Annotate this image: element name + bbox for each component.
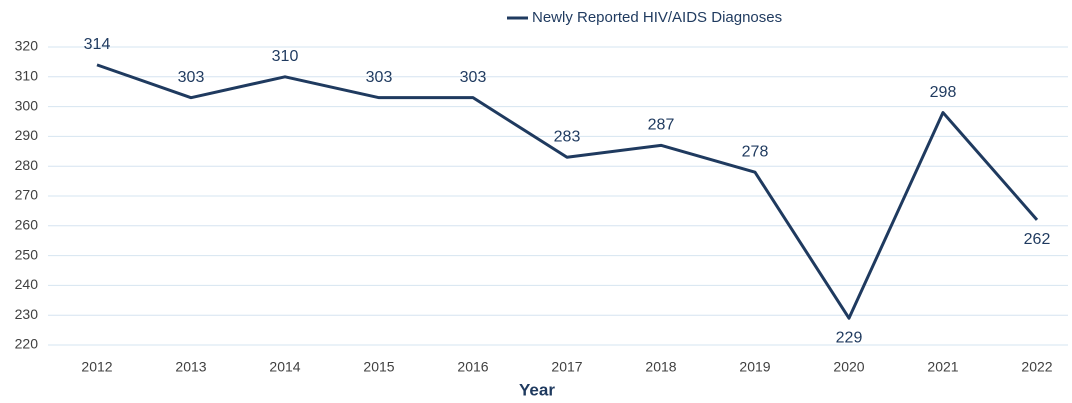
x-tick-label: 2017 [551, 359, 582, 375]
x-tick-label: 2019 [739, 359, 770, 375]
x-tick-label: 2016 [457, 359, 488, 375]
x-axis-title: Year [519, 380, 555, 399]
data-label: 287 [648, 117, 675, 134]
x-tick-label: 2022 [1021, 359, 1052, 375]
legend-label: Newly Reported HIV/AIDS Diagnoses [532, 9, 782, 26]
data-label: 262 [1024, 231, 1051, 248]
y-tick-label: 250 [15, 246, 39, 262]
data-label: 303 [460, 69, 487, 86]
y-tick-label: 280 [15, 157, 39, 173]
x-tick-label: 2013 [175, 359, 206, 375]
y-tick-label: 230 [15, 306, 39, 322]
x-tick-label: 2018 [645, 359, 676, 375]
y-tick-label: 240 [15, 276, 39, 292]
data-label: 314 [84, 36, 111, 53]
y-tick-label: 260 [15, 217, 39, 233]
y-tick-label: 220 [15, 336, 39, 352]
data-label: 298 [930, 84, 957, 101]
y-tick-label: 270 [15, 187, 39, 203]
data-label: 310 [272, 48, 299, 65]
data-line [96, 63, 1039, 320]
y-tick-label: 320 [15, 38, 39, 54]
data-label: 303 [366, 69, 393, 86]
y-tick-label: 290 [15, 127, 39, 143]
data-label: 303 [178, 69, 205, 86]
x-tick-label: 2012 [81, 359, 112, 375]
data-label: 229 [836, 329, 863, 346]
x-tick-label: 2014 [269, 359, 300, 375]
x-tick-label: 2021 [927, 359, 958, 375]
y-tick-label: 310 [15, 68, 39, 84]
data-label: 283 [554, 128, 581, 145]
data-label: 278 [742, 143, 769, 160]
x-tick-label: 2015 [363, 359, 394, 375]
y-tick-label: 300 [15, 97, 39, 113]
x-tick-label: 2020 [833, 359, 864, 375]
